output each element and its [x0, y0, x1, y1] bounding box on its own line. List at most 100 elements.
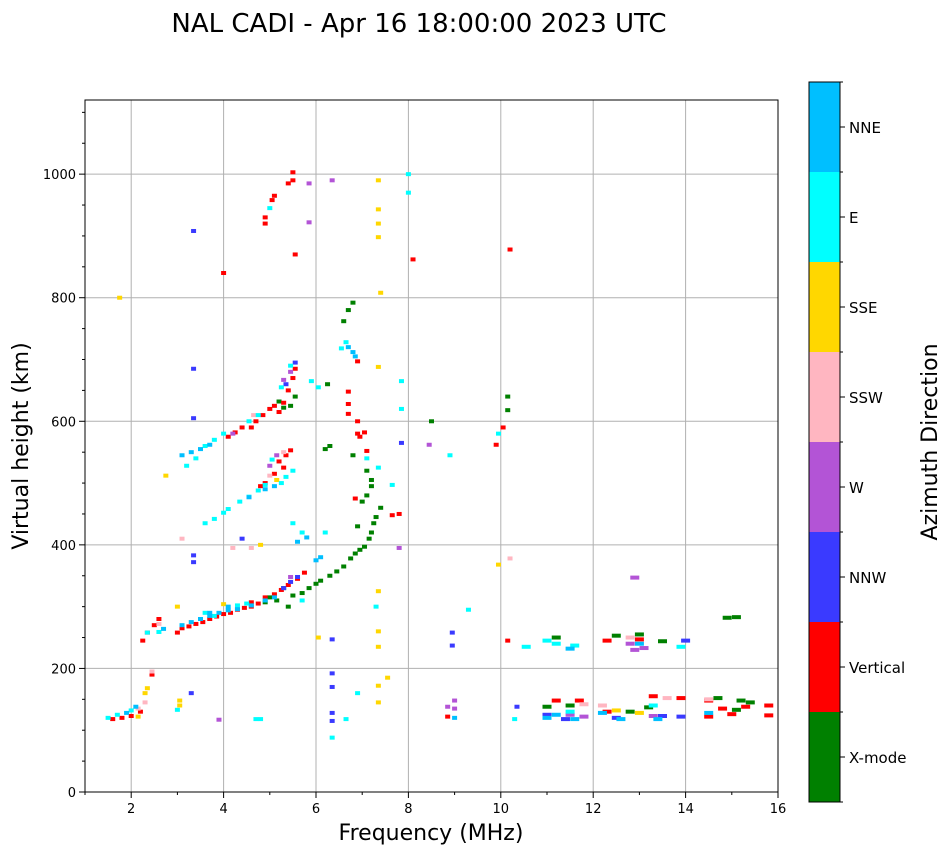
point-x-mode	[364, 493, 370, 498]
point-vertical	[253, 419, 259, 424]
point-x-mode	[731, 707, 741, 712]
point-nne	[207, 442, 213, 447]
point-nne	[271, 595, 277, 600]
point-e	[308, 379, 314, 384]
point-nne	[542, 715, 552, 720]
point-e	[174, 707, 180, 712]
point-e	[465, 607, 471, 612]
point-vertical	[355, 431, 361, 436]
point-e	[211, 613, 217, 618]
point-e	[299, 598, 305, 603]
point-nne	[304, 535, 310, 540]
point-nnw	[542, 712, 552, 717]
point-nne	[570, 717, 580, 722]
point-x-mode	[313, 581, 319, 586]
point-sse	[375, 700, 381, 705]
point-x-mode	[355, 524, 361, 529]
y-tick-label: 800	[51, 292, 76, 307]
point-w	[630, 647, 640, 652]
point-sse	[163, 473, 169, 478]
point-vertical	[283, 453, 289, 458]
point-vertical	[290, 376, 296, 381]
colorbar-label: SSW	[849, 389, 883, 407]
point-vertical	[602, 638, 612, 643]
point-e	[267, 206, 273, 211]
point-e	[288, 363, 294, 368]
point-x-mode	[745, 700, 755, 705]
point-e	[290, 468, 296, 473]
point-vertical	[281, 465, 287, 470]
point-x-mode	[281, 405, 287, 410]
point-vertical	[505, 638, 511, 643]
point-vertical	[281, 400, 287, 405]
point-vertical	[285, 583, 291, 588]
point-vertical	[634, 637, 644, 642]
point-x-mode	[362, 544, 368, 549]
point-vertical	[276, 459, 282, 464]
point-nnw	[191, 553, 197, 558]
colorbar-segment-ssw	[809, 352, 840, 442]
point-w	[625, 641, 635, 646]
point-vertical	[285, 181, 291, 186]
point-vertical	[364, 448, 370, 453]
point-x-mode	[634, 632, 644, 637]
point-w	[274, 453, 280, 458]
point-sse	[375, 207, 381, 212]
x-tick-label: 10	[493, 802, 510, 817]
point-e	[299, 530, 305, 535]
point-vertical	[301, 570, 307, 575]
point-e	[202, 444, 208, 448]
colorbar-segment-sse	[809, 262, 840, 352]
point-ssw	[704, 697, 714, 702]
point-vertical	[389, 513, 395, 518]
point-sse	[375, 589, 381, 594]
point-vertical	[271, 471, 277, 476]
point-vertical	[355, 419, 361, 424]
point-vertical	[288, 448, 294, 453]
point-x-mode	[306, 586, 312, 591]
y-tick-label: 0	[68, 786, 76, 801]
point-x-mode	[334, 569, 340, 574]
point-sse	[174, 604, 180, 609]
point-sse	[177, 698, 183, 703]
point-x-mode	[658, 639, 667, 644]
point-vertical	[410, 257, 416, 262]
point-x-mode	[731, 615, 741, 620]
colorbar-segment-vertical	[809, 622, 840, 712]
point-x-mode	[352, 551, 358, 556]
point-nne	[207, 613, 213, 618]
point-sse	[221, 602, 227, 607]
point-nne	[207, 610, 213, 615]
point-vertical	[345, 389, 351, 394]
point-vertical	[764, 713, 774, 718]
point-vertical	[174, 630, 180, 635]
point-nnw	[191, 416, 197, 421]
point-nnw	[295, 574, 301, 579]
point-nne	[345, 345, 351, 350]
point-x-mode	[359, 499, 365, 504]
point-vertical	[285, 388, 291, 393]
point-vertical	[149, 672, 155, 677]
point-vertical	[269, 198, 275, 203]
point-e	[221, 431, 227, 436]
point-vertical	[248, 600, 254, 605]
point-vertical	[271, 193, 277, 198]
point-e	[128, 708, 134, 713]
point-nnw	[676, 714, 686, 719]
point-nnw	[329, 710, 335, 715]
point-nnw	[611, 715, 621, 720]
point-e	[156, 629, 162, 634]
point-sse	[634, 710, 644, 715]
point-w	[639, 646, 649, 651]
point-vertical	[186, 624, 192, 629]
point-vertical	[221, 612, 227, 617]
point-vertical	[741, 704, 751, 709]
point-vertical	[200, 620, 206, 625]
point-e	[338, 346, 344, 351]
point-vertical	[602, 709, 612, 714]
colorbar: X-mode Vertical NNW W SSW SSE E NNE	[808, 81, 906, 803]
point-w	[288, 574, 294, 579]
point-vertical	[228, 610, 234, 615]
point-vertical	[128, 714, 134, 719]
